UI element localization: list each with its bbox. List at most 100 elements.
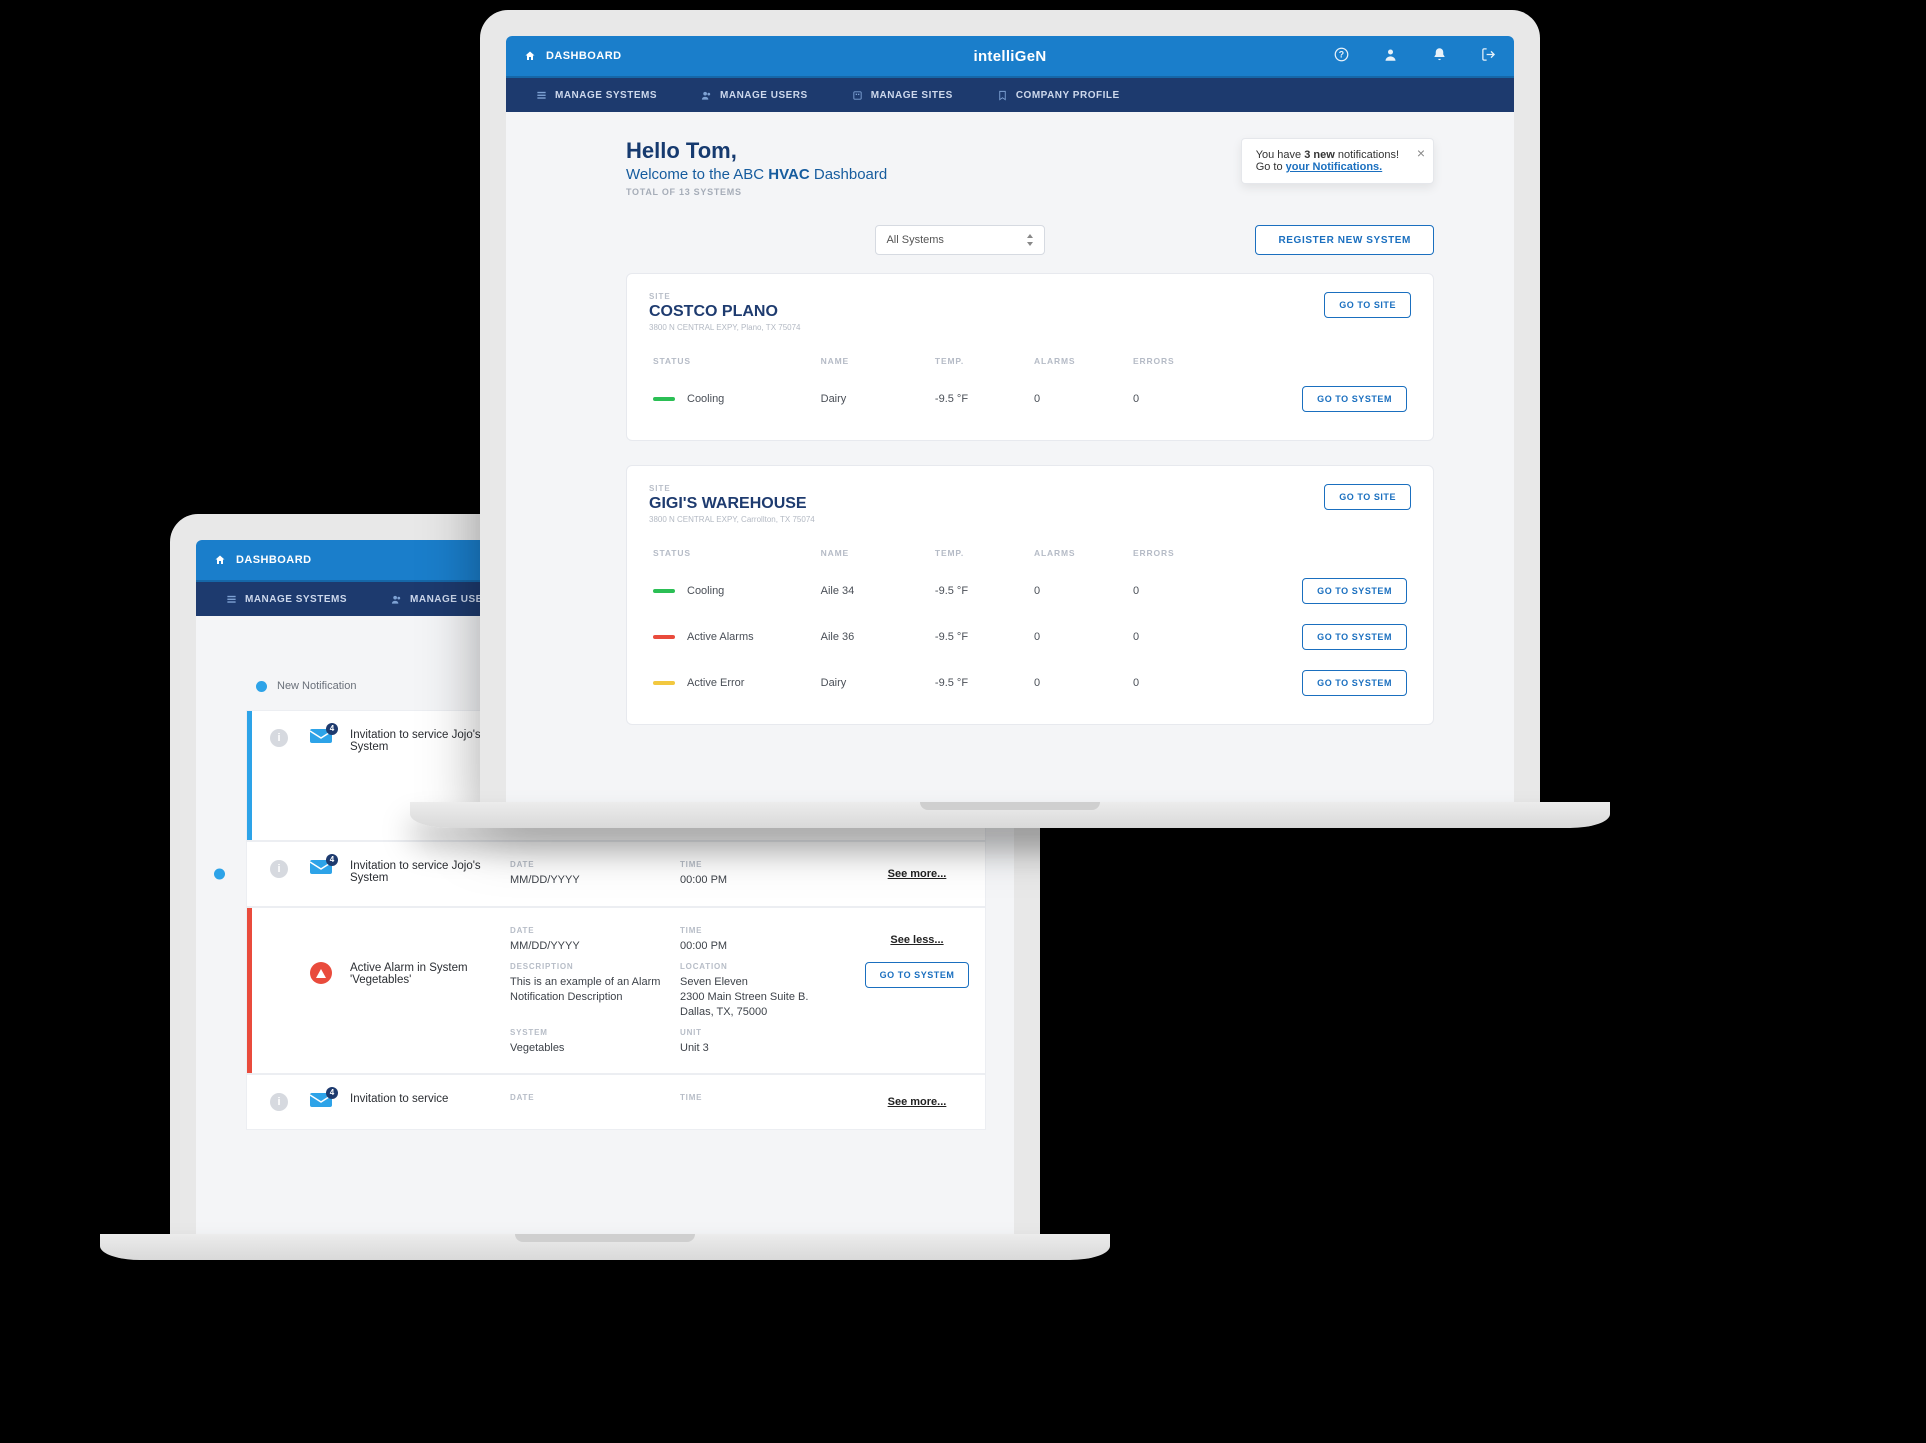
dashboard-page: Hello Tom, Welcome to the ABC HVAC Dashb… xyxy=(506,112,1514,725)
bell-icon[interactable] xyxy=(1432,47,1447,65)
dashboard-link[interactable]: DASHBOARD xyxy=(546,50,621,62)
col-alarms: ALARMS xyxy=(1030,350,1129,376)
system-name: Dairy xyxy=(817,376,931,422)
notification-title: Invitation to service Jojo's System xyxy=(350,729,494,753)
go-to-site-button[interactable]: GO TO SITE xyxy=(1324,292,1411,318)
home-icon xyxy=(214,554,226,566)
status-text: Cooling xyxy=(687,393,724,405)
topbar: DASHBOARD intelliGeN ? xyxy=(506,36,1514,76)
system-temp: -9.5 °F xyxy=(931,568,1030,614)
greeting: Hello Tom, Welcome to the ABC HVAC Dashb… xyxy=(626,138,887,197)
user-icon[interactable] xyxy=(1383,47,1398,65)
site-name: COSTCO PLANO xyxy=(649,303,801,321)
nav-company-profile[interactable]: COMPANY PROFILE xyxy=(997,90,1120,101)
site-address: 3800 N CENTRAL EXPY, Carrollton, TX 7507… xyxy=(649,515,815,524)
dashboard-device: DASHBOARD intelliGeN ? MANAGE SYSTEMS MA… xyxy=(480,10,1540,802)
system-temp: -9.5 °F xyxy=(931,660,1030,706)
notification-card: DATEMM/DD/YYYY TIME00:00 PM See less... … xyxy=(246,907,986,1074)
systems-table: STATUS NAME TEMP. ALARMS ERRORS Cooling … xyxy=(649,542,1411,706)
system-alarms: 0 xyxy=(1030,568,1129,614)
dashboard-screen: DASHBOARD intelliGeN ? MANAGE SYSTEMS MA… xyxy=(506,36,1514,802)
see-more-link[interactable]: See more... xyxy=(888,1096,947,1108)
go-to-system-button[interactable]: GO TO SYSTEM xyxy=(1302,670,1407,696)
toast-link[interactable]: your Notifications. xyxy=(1286,161,1383,173)
brand: intelliGeN xyxy=(973,48,1046,65)
col-name: NAME xyxy=(817,350,931,376)
col-alarms: ALARMS xyxy=(1030,542,1129,568)
nav-manage-users[interactable]: MANAGE USERS xyxy=(701,90,808,101)
users-icon xyxy=(701,90,712,101)
system-name: Dairy xyxy=(817,660,931,706)
envelope-icon: 4 xyxy=(310,1093,332,1107)
greeting-total: TOTAL OF 13 SYSTEMS xyxy=(626,187,887,197)
col-status: STATUS xyxy=(649,350,817,376)
legend-label: New Notification xyxy=(277,680,356,692)
logout-icon[interactable] xyxy=(1481,47,1496,65)
col-temp: TEMP. xyxy=(931,542,1030,568)
info-icon: i xyxy=(270,1093,288,1111)
home-icon xyxy=(524,50,536,62)
status-pill xyxy=(653,589,675,593)
system-row: Active Alarms Aile 36 -9.5 °F 0 0 GO TO … xyxy=(649,614,1411,660)
col-name: NAME xyxy=(817,542,931,568)
help-icon[interactable]: ? xyxy=(1334,47,1349,65)
system-name: Aile 34 xyxy=(817,568,931,614)
status-text: Cooling xyxy=(687,585,724,597)
site-label: SITE xyxy=(649,484,815,493)
status-pill xyxy=(653,681,675,685)
nav-manage-systems[interactable]: MANAGE SYSTEMS xyxy=(536,90,657,101)
system-errors: 0 xyxy=(1129,568,1228,614)
dashboard-link[interactable]: DASHBOARD xyxy=(236,554,311,566)
envelope-icon: 4 xyxy=(310,860,332,874)
nav-manage-sites[interactable]: MANAGE SITES xyxy=(852,90,953,101)
system-temp: -9.5 °F xyxy=(931,376,1030,422)
site-card: SITE GIGI'S WAREHOUSE 3800 N CENTRAL EXP… xyxy=(626,465,1434,725)
col-status: STATUS xyxy=(649,542,817,568)
col-errors: ERRORS xyxy=(1129,542,1228,568)
see-more-link[interactable]: See more... xyxy=(888,868,947,880)
subnav: MANAGE SYSTEMS MANAGE USERS MANAGE SITES… xyxy=(506,78,1514,112)
notification-title: Invitation to service Jojo's System xyxy=(350,860,494,884)
list-icon xyxy=(536,90,547,101)
status-text: Active Error xyxy=(687,677,744,689)
notification-toast: You have 3 new notifications! Go to your… xyxy=(1241,138,1434,184)
systems-filter-select[interactable]: All Systems xyxy=(875,225,1045,255)
close-icon[interactable]: × xyxy=(1417,145,1425,161)
bookmark-icon xyxy=(997,90,1008,101)
register-system-button[interactable]: REGISTER NEW SYSTEM xyxy=(1255,225,1434,255)
alarm-icon xyxy=(310,962,332,984)
system-alarms: 0 xyxy=(1030,376,1129,422)
select-value: All Systems xyxy=(886,234,943,246)
info-icon: i xyxy=(270,860,288,878)
go-to-system-button[interactable]: GO TO SYSTEM xyxy=(865,962,970,988)
col-temp: TEMP. xyxy=(931,350,1030,376)
system-errors: 0 xyxy=(1129,614,1228,660)
notification-card: i 4 Invitation to service Jojo's System … xyxy=(246,841,986,907)
users-icon xyxy=(391,594,402,605)
system-row: Active Error Dairy -9.5 °F 0 0 GO TO SYS… xyxy=(649,660,1411,706)
svg-text:?: ? xyxy=(1339,50,1345,60)
site-label: SITE xyxy=(649,292,801,301)
go-to-system-button[interactable]: GO TO SYSTEM xyxy=(1302,578,1407,604)
go-to-system-button[interactable]: GO TO SYSTEM xyxy=(1302,624,1407,650)
system-alarms: 0 xyxy=(1030,660,1129,706)
system-errors: 0 xyxy=(1129,376,1228,422)
system-errors: 0 xyxy=(1129,660,1228,706)
topbar-left[interactable]: DASHBOARD xyxy=(214,554,311,566)
see-less-link[interactable]: See less... xyxy=(890,934,943,946)
status-pill xyxy=(653,397,675,401)
system-alarms: 0 xyxy=(1030,614,1129,660)
new-dot-icon xyxy=(256,681,267,692)
nav-manage-systems[interactable]: MANAGE SYSTEMS xyxy=(226,594,347,605)
system-name: Aile 36 xyxy=(817,614,931,660)
system-row: Cooling Aile 34 -9.5 °F 0 0 GO TO SYSTEM xyxy=(649,568,1411,614)
greeting-hello: Hello Tom, xyxy=(626,138,887,164)
go-to-system-button[interactable]: GO TO SYSTEM xyxy=(1302,386,1407,412)
topbar-left[interactable]: DASHBOARD xyxy=(524,50,621,62)
site-address: 3800 N CENTRAL EXPY, Plano, TX 75074 xyxy=(649,323,801,332)
status-pill xyxy=(653,635,675,639)
status-text: Active Alarms xyxy=(687,631,754,643)
envelope-icon: 4 xyxy=(310,729,332,743)
systems-table: STATUS NAME TEMP. ALARMS ERRORS Cooling … xyxy=(649,350,1411,422)
go-to-site-button[interactable]: GO TO SITE xyxy=(1324,484,1411,510)
